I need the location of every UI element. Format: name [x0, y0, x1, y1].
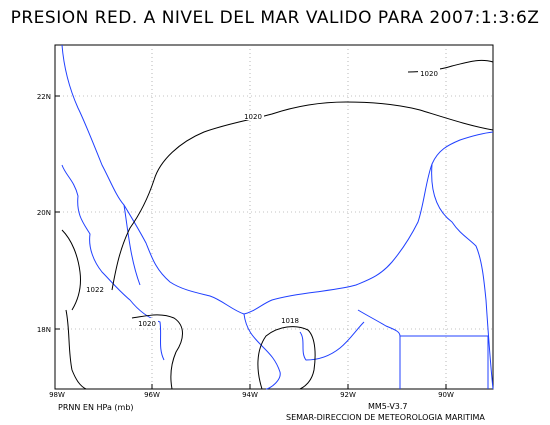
map-frame	[54, 44, 494, 390]
isobar-label: 1022	[86, 286, 104, 294]
graticule	[55, 45, 493, 389]
model-version: MM5-V3.7	[368, 402, 408, 411]
isobar-label: 1020	[420, 70, 438, 78]
isobar-label: 1020	[138, 320, 156, 328]
isobar-label: 1018	[281, 317, 299, 325]
y-tick-label: 22N	[37, 93, 51, 101]
coastline	[61, 44, 494, 390]
guatemala-border	[357, 309, 401, 389]
x-tick-label: 98W	[49, 391, 65, 399]
x-tick-label: 90W	[438, 391, 454, 399]
isobar-label: 1020	[244, 113, 262, 121]
belize-box-border	[400, 335, 489, 389]
x-tick-label: 96W	[144, 391, 160, 399]
isobar-1018	[257, 326, 316, 390]
x-tick-label: 92W	[340, 391, 356, 399]
isobar-1022	[61, 229, 81, 311]
y-tick-label: 18N	[37, 326, 51, 334]
units-caption: PRNN EN HPa (mb)	[58, 403, 134, 412]
map-title: PRESION RED. A NIVEL DEL MAR VALIDO PARA…	[10, 8, 540, 28]
veracruz-line	[123, 204, 141, 286]
y-tick-label: 20N	[37, 209, 51, 217]
agency-credit: SEMAR-DIRECCION DE METEOROLOGIA MARITIMA	[286, 413, 485, 422]
gulf-coastline	[61, 44, 494, 315]
isobar-1020-main	[111, 101, 494, 291]
tabasco-border	[243, 313, 281, 390]
chiapas-border	[299, 321, 365, 361]
yucatan-east-coast	[431, 163, 494, 390]
tick-marks	[54, 95, 447, 389]
mexico-inland-border	[61, 164, 165, 361]
isobar-1020-low	[131, 314, 183, 390]
x-tick-label: 94W	[242, 391, 258, 399]
isobar-1022-lower	[65, 309, 87, 390]
